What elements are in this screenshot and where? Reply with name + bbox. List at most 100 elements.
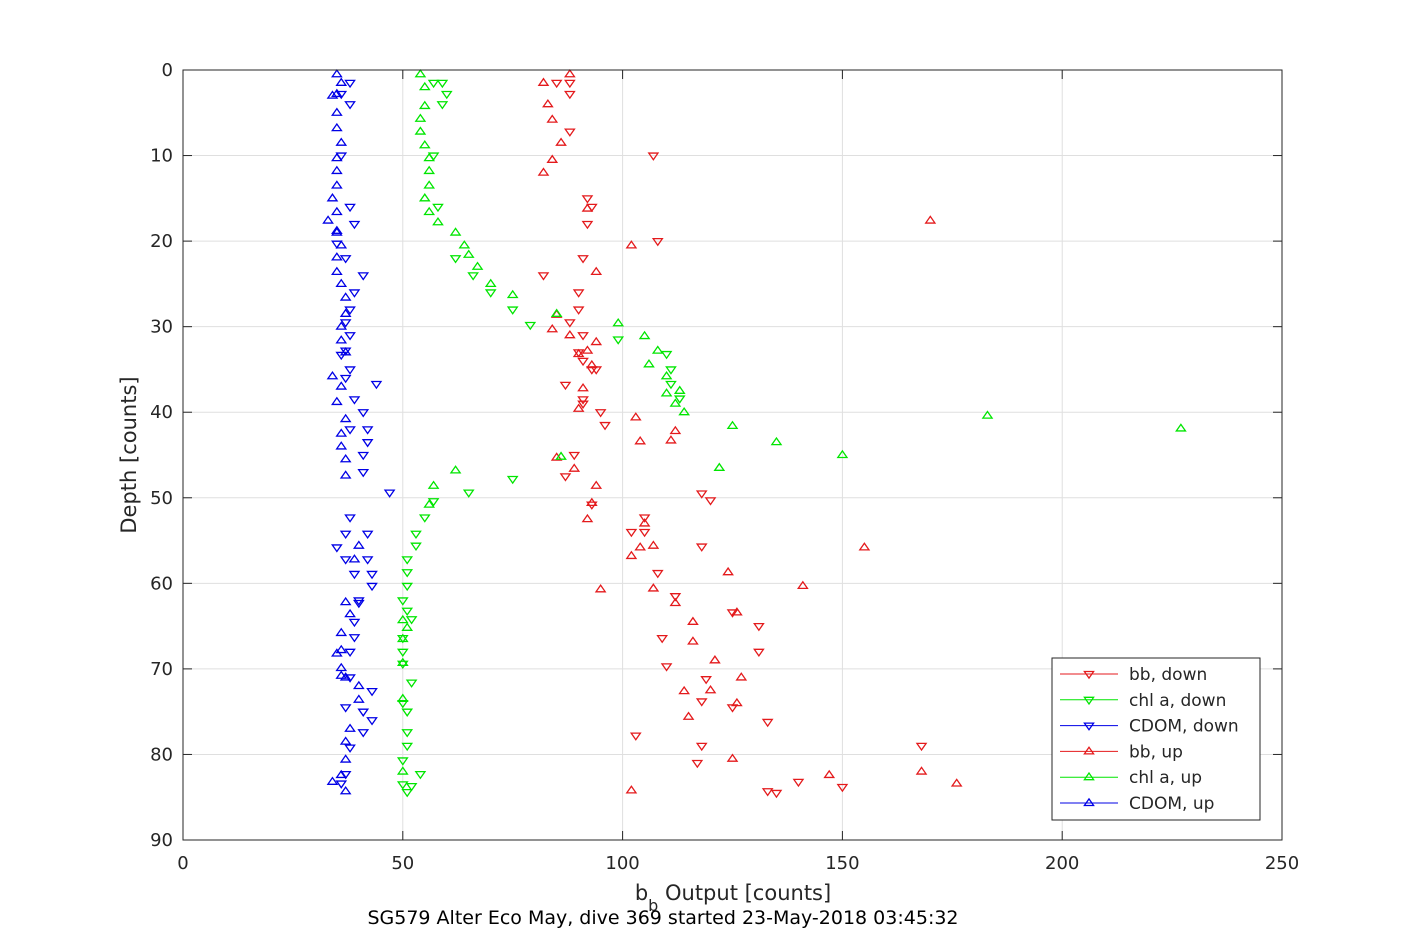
- data-point: [669, 425, 682, 435]
- figure-caption: SG579 Alter Eco May, dive 369 started 23…: [367, 907, 958, 929]
- data-point: [915, 742, 928, 752]
- data-point: [577, 382, 589, 392]
- data-point: [726, 609, 739, 618]
- data-point: [396, 597, 409, 606]
- series-1: [396, 79, 686, 798]
- data-point: [401, 788, 414, 798]
- data-point: [761, 718, 774, 728]
- y-tick-label: 0: [162, 60, 173, 81]
- data-point: [687, 616, 699, 625]
- data-point: [366, 687, 378, 697]
- data-point: [796, 580, 809, 590]
- data-point: [339, 785, 352, 795]
- data-point: [339, 704, 352, 713]
- data-point: [326, 371, 339, 380]
- data-point: [665, 380, 677, 390]
- data-point: [660, 388, 673, 397]
- data-point: [427, 79, 440, 89]
- data-point: [396, 766, 409, 775]
- series-3: [537, 68, 963, 794]
- data-point: [418, 514, 431, 523]
- data-point: [564, 90, 576, 100]
- data-point: [590, 480, 603, 489]
- data-point: [352, 540, 365, 549]
- data-point: [651, 569, 664, 579]
- data-point: [726, 420, 739, 430]
- data-point: [572, 348, 585, 358]
- data-point: [572, 306, 585, 315]
- data-point: [669, 398, 682, 407]
- data-point: [656, 634, 669, 644]
- data-point: [357, 729, 370, 738]
- data-point: [647, 540, 660, 549]
- data-point: [836, 783, 849, 793]
- data-point: [673, 395, 686, 404]
- legend-item: chl a, down: [1060, 691, 1226, 711]
- y-tick-label: 60: [150, 573, 173, 594]
- data-point: [335, 278, 348, 288]
- data-point: [331, 225, 343, 234]
- data-point: [339, 736, 352, 745]
- data-point: [678, 406, 690, 416]
- legend-item: CDOM, down: [1060, 717, 1239, 737]
- data-point: [410, 542, 422, 551]
- y-axis-label: Depth [counts]: [117, 376, 141, 533]
- data-point: [458, 240, 471, 249]
- data-point: [335, 627, 348, 637]
- data-point: [467, 272, 479, 281]
- data-point: [625, 550, 638, 560]
- data-point: [331, 227, 343, 236]
- data-point: [555, 137, 567, 146]
- data-point: [484, 289, 497, 298]
- data-point: [366, 717, 378, 726]
- data-point: [418, 81, 431, 91]
- data-point: [335, 769, 348, 779]
- legend-marker: [1083, 696, 1095, 706]
- legend-item: bb, up: [1060, 742, 1183, 762]
- data-point: [682, 711, 695, 720]
- data-point: [357, 708, 370, 717]
- data-point: [348, 570, 361, 580]
- data-point: [581, 220, 594, 230]
- data-point: [731, 607, 743, 616]
- data-point: [581, 513, 594, 523]
- data-point: [348, 396, 361, 405]
- data-point: [546, 323, 559, 333]
- data-point: [357, 409, 370, 418]
- data-point: [423, 180, 436, 189]
- data-point: [326, 90, 339, 99]
- data-point: [401, 607, 414, 616]
- data-point: [687, 636, 699, 645]
- data-point: [564, 79, 576, 89]
- data-point: [546, 114, 559, 123]
- data-point: [568, 451, 581, 461]
- data-point: [915, 766, 928, 775]
- data-point: [401, 742, 414, 752]
- legend-label: CDOM, up: [1129, 794, 1214, 814]
- data-point: [836, 449, 849, 459]
- data-point: [704, 684, 717, 694]
- data-point: [396, 699, 409, 709]
- data-point: [396, 660, 409, 670]
- legend-marker: [1083, 746, 1095, 755]
- data-point: [352, 599, 365, 609]
- data-point: [331, 648, 343, 657]
- series-5: [322, 68, 365, 795]
- data-point: [506, 306, 519, 315]
- data-point: [401, 556, 414, 565]
- data-point: [339, 672, 352, 681]
- data-point: [638, 518, 651, 527]
- data-point: [366, 582, 378, 592]
- data-point: [322, 215, 334, 224]
- data-point: [423, 152, 436, 162]
- data-point: [339, 292, 352, 301]
- data-point: [695, 698, 708, 707]
- data-point: [339, 374, 352, 384]
- data-point: [577, 357, 589, 367]
- data-point: [568, 463, 581, 472]
- data-point: [331, 165, 343, 175]
- data-point: [427, 498, 440, 507]
- data-point: [432, 217, 444, 226]
- data-point: [722, 566, 734, 576]
